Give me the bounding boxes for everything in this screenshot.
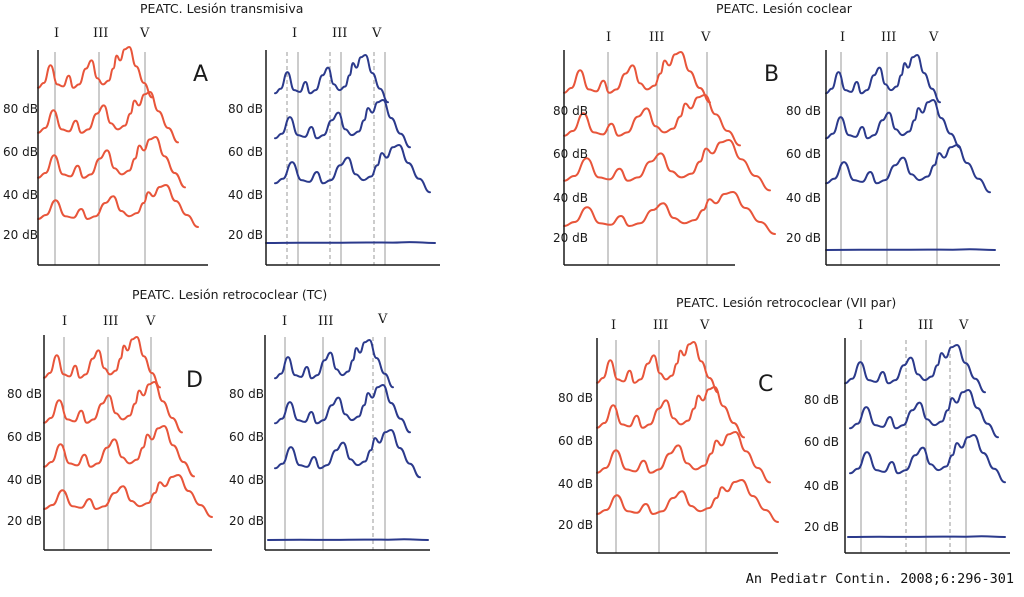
db-label: 20 dB <box>804 520 839 534</box>
panel-a-affected-trace <box>265 241 436 244</box>
panel-b-affected-trace <box>825 54 941 104</box>
db-label: 20 dB <box>229 514 264 528</box>
panel-b-normal-trace <box>563 94 741 147</box>
db-label: 80 dB <box>558 391 593 405</box>
db-label: 60 dB <box>7 430 42 444</box>
panel-a-title: PEATC. Lesión transmisiva <box>140 1 304 16</box>
panel-d-normal-trace <box>43 381 183 434</box>
wave-label: V <box>140 26 150 41</box>
db-label: 60 dB <box>804 435 839 449</box>
db-label: 80 dB <box>7 387 42 401</box>
wave-label: I <box>54 26 60 41</box>
panel-d-normal-trace <box>43 474 213 518</box>
wave-label: V <box>372 26 382 41</box>
wave-label: III <box>318 314 334 329</box>
panel-d-affected-trace <box>274 384 411 434</box>
panel-a-affected-trace <box>274 144 431 194</box>
wave-label: V <box>929 30 939 45</box>
wave-label: I <box>858 318 864 333</box>
db-label: 20 dB <box>228 228 263 242</box>
wave-label: III <box>653 318 669 333</box>
db-label: 20 dB <box>786 231 821 245</box>
panel-c-normal-trace <box>596 386 745 439</box>
db-label: 80 dB <box>804 393 839 407</box>
panel-b-affected-trace <box>825 144 991 194</box>
panel-c-title: PEATC. Lesión retrococlear (VII par) <box>676 295 897 310</box>
wave-label: III <box>649 30 665 45</box>
panel-b-normal-trace <box>563 191 776 235</box>
db-label: 40 dB <box>3 188 38 202</box>
panel-d-affected-trace <box>274 339 394 389</box>
wave-label: I <box>292 26 298 41</box>
panel-c-affected-trace <box>849 434 1006 484</box>
panel-b-normal-trace <box>563 139 771 192</box>
panel-d-letter: D <box>186 368 203 393</box>
wave-label: V <box>959 318 969 333</box>
wave-label: III <box>103 314 119 329</box>
panel-a-affected-trace <box>274 54 389 104</box>
panel-b-title: PEATC. Lesión coclear <box>716 1 852 16</box>
db-label: 80 dB <box>553 104 588 118</box>
panel-c-normal-trace <box>596 479 779 523</box>
panel-b-affected-trace <box>825 99 961 149</box>
db-label: 20 dB <box>553 231 588 245</box>
db-label: 60 dB <box>229 430 264 444</box>
panel-d-normal-trace <box>43 336 161 389</box>
panel-c-affected-trace <box>849 389 999 439</box>
wave-label: III <box>881 30 897 45</box>
db-label: 40 dB <box>558 477 593 491</box>
panel-d-affected-trace <box>274 429 421 479</box>
panel-c-letter: C <box>758 372 774 397</box>
wave-label: I <box>611 318 617 333</box>
wave-label: III <box>332 26 348 41</box>
db-label: 40 dB <box>7 473 42 487</box>
db-label: 60 dB <box>786 147 821 161</box>
panel-b-letter: B <box>764 62 780 87</box>
citation: An Pediatr Contin. 2008;6:296-301 <box>745 571 1014 587</box>
wave-label: V <box>378 312 388 327</box>
wave-label: V <box>146 314 156 329</box>
wave-label: V <box>700 318 710 333</box>
db-label: 80 dB <box>228 102 263 116</box>
panel-a-normal-trace <box>37 136 186 189</box>
wave-label: I <box>62 314 68 329</box>
db-label: 60 dB <box>558 434 593 448</box>
panel-c-affected-trace <box>847 535 1006 538</box>
db-label: 60 dB <box>553 147 588 161</box>
wave-label: I <box>840 30 846 45</box>
db-label: 60 dB <box>228 145 263 159</box>
db-label: 20 dB <box>7 514 42 528</box>
db-label: 40 dB <box>228 188 263 202</box>
panel-b-affected-trace <box>825 248 996 251</box>
panel-a-normal-trace <box>37 184 199 228</box>
panel-b-normal-trace <box>563 51 711 104</box>
panel-a-normal-trace <box>37 91 179 144</box>
db-label: 40 dB <box>804 479 839 493</box>
wave-label: I <box>282 314 288 329</box>
db-label: 80 dB <box>786 104 821 118</box>
panel-d-title: PEATC. Lesión retrococlear (TC) <box>132 287 328 302</box>
panel-c-normal-trace <box>596 431 771 484</box>
db-label: 60 dB <box>3 145 38 159</box>
db-label: 40 dB <box>229 473 264 487</box>
wave-label: III <box>93 26 109 41</box>
wave-label: V <box>701 30 711 45</box>
panel-a-affected-trace <box>274 99 411 149</box>
panel-c-affected-trace <box>844 344 986 394</box>
panel-d-affected-trace <box>267 538 429 541</box>
wave-label: III <box>918 318 934 333</box>
panel-a-letter: A <box>193 62 209 87</box>
db-label: 40 dB <box>786 191 821 205</box>
wave-label: I <box>606 30 612 45</box>
panel-d-normal-trace <box>43 425 195 478</box>
db-label: 80 dB <box>229 387 264 401</box>
db-label: 20 dB <box>3 228 38 242</box>
panel-c-normal-trace <box>596 341 719 394</box>
db-label: 40 dB <box>553 191 588 205</box>
panel-a-normal-trace <box>37 46 153 99</box>
db-label: 20 dB <box>558 518 593 532</box>
db-label: 80 dB <box>3 102 38 116</box>
